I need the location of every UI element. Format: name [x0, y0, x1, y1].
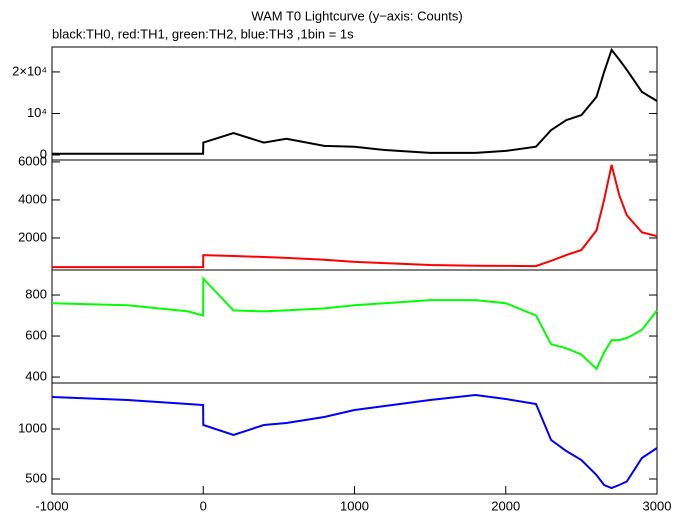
y-tick-label: 600 [25, 327, 47, 342]
y-tick-label: 6000 [18, 153, 47, 168]
y-tick-label: 4000 [18, 191, 47, 206]
x-tick-label: 3000 [643, 498, 672, 513]
y-tick-label: 500 [25, 470, 47, 485]
panel-frame [51, 46, 658, 161]
data-line [51, 276, 658, 371]
y-tick-label: 10⁴ [27, 105, 47, 120]
data-line [51, 393, 658, 490]
data-line [52, 47, 658, 155]
x-tick-label: 0 [200, 498, 207, 513]
panel-frame [51, 269, 658, 384]
y-tick-label: 0 [40, 146, 47, 161]
x-tick-label: -1000 [35, 498, 68, 513]
panel-frame [51, 382, 658, 495]
data-line [52, 164, 658, 269]
y-tick-label: 800 [25, 286, 47, 301]
y-tick-label: 1000 [18, 420, 47, 435]
chart-subtitle: black:TH0, red:TH1, green:TH2, blue:TH3 … [52, 26, 354, 41]
y-tick-label: 2000 [18, 229, 47, 244]
chart-title: WAM T0 Lightcurve (y−axis: Counts) [251, 8, 462, 23]
y-tick-label: 2×10⁴ [12, 63, 47, 78]
y-tick-label: 400 [25, 368, 47, 383]
x-tick-label: 2000 [491, 498, 520, 513]
panel-frame [51, 159, 658, 271]
x-tick-label: 1000 [340, 498, 369, 513]
